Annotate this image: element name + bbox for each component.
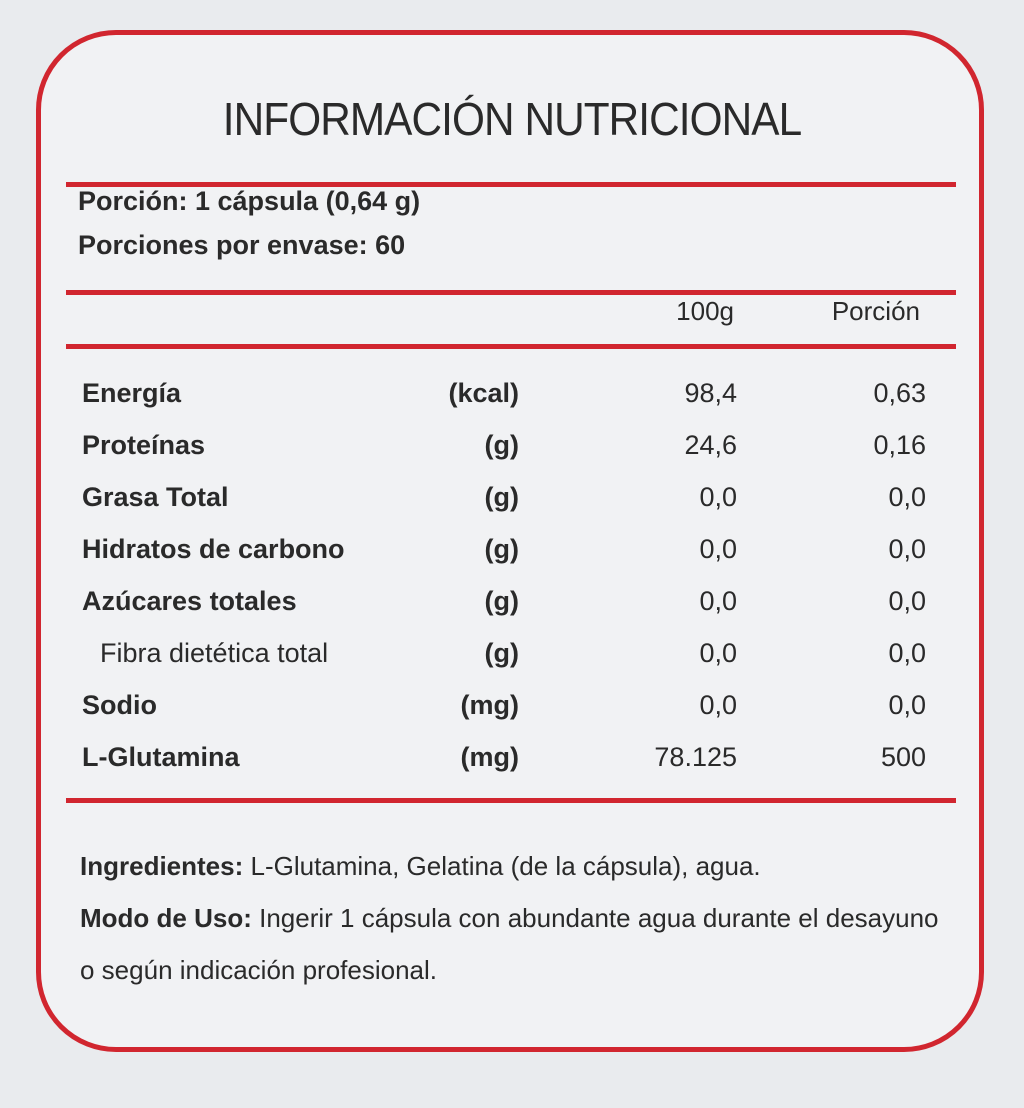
nutrient: Azúcares totales (82, 586, 297, 616)
serving-size: Porción: 1 cápsula (0,64 g) (78, 186, 421, 216)
ingredients: Ingredientes: L-Glutamina, Gelatina (de … (80, 840, 960, 892)
unit: (mg) (460, 742, 519, 772)
nutrient: Sodio (82, 690, 157, 720)
usage: Modo de Uso: Ingerir 1 cápsula con abund… (80, 892, 960, 996)
nutrient: Proteínas (82, 430, 206, 460)
usage-text: Ingerir 1 cápsula con abundante agua dur… (80, 903, 939, 985)
label-border (36, 30, 984, 1052)
table-row: Sodio (mg) 0,0 0,0 (0, 690, 1024, 730)
column-header: 100g (676, 296, 734, 326)
unit: (kcal) (448, 378, 519, 408)
table-row: Hidratos de carbono (g) 0,0 0,0 (0, 534, 1024, 574)
value-portion: 0,63 (873, 378, 926, 408)
value-100g: 24,6 (684, 430, 737, 460)
value-portion: 0,0 (888, 638, 926, 668)
servings-per-container: Porciones por envase: 60 (78, 230, 406, 260)
value-100g: 98,4 (684, 378, 737, 408)
table-row: Azúcares totales (g) 0,0 0,0 (0, 586, 1024, 626)
rule (66, 344, 956, 349)
table-row: L-Glutamina (mg) 78.125 500 (0, 742, 1024, 782)
value-100g: 78.125 (654, 742, 737, 772)
unit: (g) (484, 482, 519, 512)
column-header: Porción (831, 296, 920, 326)
unit: (mg) (460, 690, 519, 720)
value-100g: 0,0 (699, 638, 737, 668)
rule (66, 182, 956, 187)
value-100g: 0,0 (699, 534, 737, 564)
title: INFORMACIÓN NUTRICIONAL (222, 93, 802, 145)
nutrient: Grasa Total (82, 482, 229, 512)
ingredients-text: L-Glutamina, Gelatina (de la cápsula), a… (250, 851, 761, 881)
table-row: Energía (kcal) 98,4 0,63 (0, 378, 1024, 418)
value-portion: 0,0 (888, 534, 926, 564)
table-row: Proteínas (g) 24,6 0,16 (0, 430, 1024, 470)
nutrient: Fibra dietética total (100, 638, 329, 668)
ingredients-label: Ingredientes: (80, 851, 244, 881)
value-portion: 0,0 (888, 482, 926, 512)
value-portion: 0,0 (888, 586, 926, 616)
unit: (g) (484, 586, 519, 616)
usage-label: Modo de Uso: (80, 903, 252, 933)
value-100g: 0,0 (699, 586, 737, 616)
value-portion: 500 (880, 742, 926, 772)
unit: (g) (484, 638, 519, 668)
unit: (g) (484, 534, 519, 564)
rule (66, 798, 956, 803)
nutrient: Hidratos de carbono (82, 534, 345, 564)
nutrient: L-Glutamina (82, 742, 240, 772)
table-row: Grasa Total (g) 0,0 0,0 (0, 482, 1024, 522)
value-portion: 0,0 (888, 690, 926, 720)
table-row: Fibra dietética total (g) 0,0 0,0 (0, 638, 1024, 678)
value-100g: 0,0 (699, 690, 737, 720)
nutrient: Energía (82, 378, 182, 408)
unit: (g) (484, 430, 519, 460)
value-portion: 0,16 (873, 430, 926, 460)
rule (66, 290, 956, 295)
value-100g: 0,0 (699, 482, 737, 512)
